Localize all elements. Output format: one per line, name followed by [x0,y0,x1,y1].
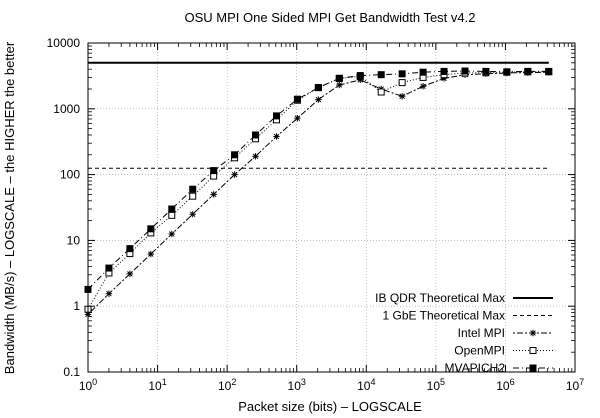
x-tick-label: 101 [148,377,166,393]
intel-mpi-point [231,171,238,178]
mvapich2-point [524,67,532,75]
openmpi-point [189,192,197,200]
intel-mpi-point [168,230,175,238]
mvapich2-point [252,131,260,139]
x-axis-label: Packet size (bits) – LOGSCALE [238,399,422,414]
legend-label: OpenMPI [454,344,505,358]
y-tick-label: 0.1 [63,365,80,379]
y-tick-label: 10 [67,233,81,247]
intel-mpi-point [273,133,280,140]
x-tick-label: 104 [357,377,375,393]
legend-label: MVAPICH2 [445,361,506,375]
openmpi-line [87,71,549,310]
mvapich2-point [461,67,469,75]
intel-mpi-point [210,191,217,198]
grid-lines [87,42,576,373]
x-tick-label: 106 [496,377,514,393]
chart-title: OSU MPI One Sided MPI Get Bandwidth Test… [185,10,476,25]
mvapich2-point [105,264,113,272]
legend-marker [529,364,537,372]
mvapich2-point [377,71,385,79]
data-series [84,67,553,318]
intel-mpi-point [419,83,427,90]
intel-mpi-point [252,153,259,160]
plot-frame [87,42,576,373]
tick-marks [87,42,576,373]
mvapich2-point [419,68,427,76]
mvapich2-point [314,84,322,92]
mvapich2-point [272,112,280,120]
y-tick-label: 10000 [47,36,81,50]
y-axis-label: Bandwidth (MB/s) – LOGSCALE – the HIGHER… [2,41,17,374]
x-tick-label: 103 [288,377,306,393]
legend-marker [529,347,537,354]
intel-mpi-point [294,114,301,122]
mvapich2-line [87,70,549,290]
mvapich2-point [126,245,134,253]
mvapich2-point [335,74,343,82]
intel-mpi-line [87,71,549,315]
y-tick-label: 1000 [53,102,80,116]
legend-label: Intel MPI [458,326,505,340]
mvapich2-point [168,205,176,213]
x-tick-label: 107 [566,377,584,393]
tick-labels: 100 101 102 103 104 105 106 107 0.1 1 10 100 1000 100… [47,36,585,393]
intel-mpi-point [398,93,406,100]
intel-mpi-point [315,96,322,103]
legend: IB QDR Theoretical Max 1 GbE Theoretical … [375,291,553,375]
openmpi-point [377,88,385,96]
mvapich2-point [356,72,364,80]
x-tick-label: 105 [427,377,445,393]
mvapich2-point [189,185,197,193]
mvapich2-point [440,67,448,75]
mvapich2-point [503,68,511,76]
mvapich2-point [147,225,155,233]
legend-label: IB QDR Theoretical Max [375,291,505,305]
mvapich2-point [231,151,239,159]
intel-mpi-point [105,290,113,297]
legend-label: 1 GbE Theoretical Max [382,309,505,323]
mvapich2-point [293,95,301,103]
mvapich2-point [398,70,406,78]
reference-lines [88,61,549,169]
openmpi-point [168,211,176,219]
y-tick-label: 100 [60,168,80,182]
x-tick-label: 100 [79,377,97,393]
mvapich2-point [482,67,490,75]
mvapich2-point [545,67,553,75]
intel-mpi-point [126,270,134,278]
intel-mpi-point [336,81,343,89]
legend-marker [529,329,537,337]
mvapich2-point [210,167,218,175]
openmpi-point [398,79,406,87]
y-tick-label: 1 [73,299,80,313]
intel-mpi-point [189,211,196,218]
x-tick-label: 102 [218,377,236,393]
intel-mpi-point [147,250,155,258]
